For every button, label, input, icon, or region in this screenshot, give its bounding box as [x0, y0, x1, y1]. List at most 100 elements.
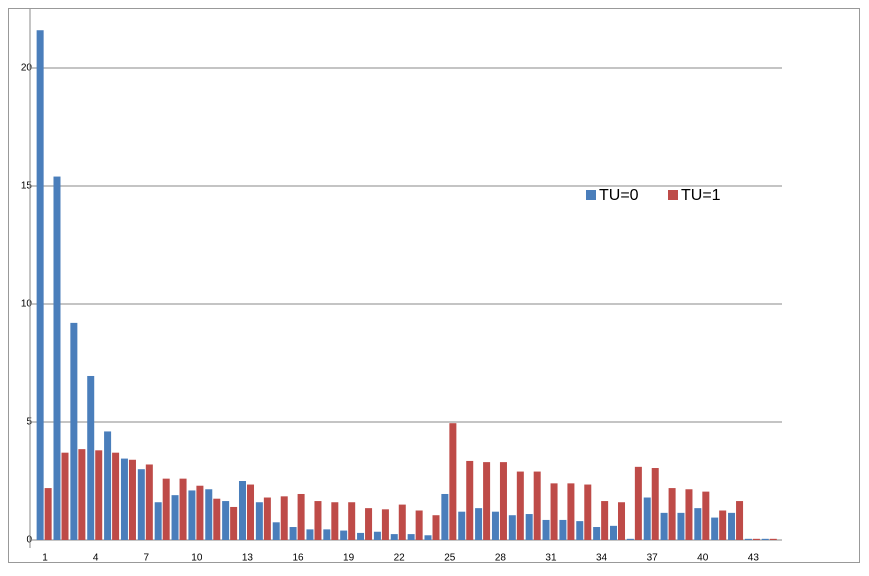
bar: [398, 504, 406, 540]
bar: [449, 423, 457, 540]
bar: [145, 464, 153, 540]
bar: [95, 450, 103, 540]
legend-swatch: [586, 190, 596, 200]
bar: [381, 509, 389, 540]
x-tick-label: 4: [93, 553, 99, 564]
x-tick-label: 22: [394, 553, 406, 564]
x-tick-label: 37: [647, 553, 659, 564]
bar: [44, 488, 52, 540]
bar: [53, 176, 61, 540]
bar: [441, 493, 449, 540]
bar: [137, 469, 145, 540]
bar: [162, 478, 170, 540]
bar: [230, 506, 238, 540]
legend-label: TU=0: [599, 187, 639, 204]
x-tick-label: 19: [343, 553, 355, 564]
bar: [78, 449, 86, 540]
bar: [508, 515, 516, 540]
bar: [205, 489, 213, 540]
bar: [685, 489, 693, 540]
bar: [550, 483, 558, 540]
bar: [525, 514, 533, 540]
bar: [280, 496, 288, 540]
bar: [255, 502, 263, 540]
bar: [348, 502, 356, 540]
bar: [179, 478, 187, 540]
bar: [415, 510, 423, 540]
bar: [752, 538, 760, 540]
bar: [238, 481, 247, 540]
bar: [323, 529, 331, 540]
bar: [222, 501, 230, 540]
bar: [576, 521, 584, 540]
bar: [475, 508, 483, 540]
bar: [711, 517, 719, 540]
bar: [424, 535, 432, 540]
bar: [70, 322, 78, 540]
bar: [601, 501, 609, 540]
bar: [154, 502, 162, 540]
bar: [365, 508, 373, 540]
bar: [390, 534, 398, 540]
bar: [247, 484, 255, 540]
x-tick-label: 34: [596, 553, 608, 564]
bar: [407, 534, 415, 540]
bar: [736, 501, 744, 540]
bar: [769, 538, 777, 540]
bar: [128, 459, 136, 540]
x-tick-label: 1: [42, 553, 48, 564]
bar: [213, 498, 221, 540]
legend-swatch: [668, 190, 678, 200]
bar: [626, 538, 634, 540]
bar: [61, 452, 69, 540]
bar: [120, 458, 128, 540]
bar: [36, 30, 44, 541]
bar: [483, 462, 491, 540]
bar: [761, 538, 769, 540]
bar: [373, 531, 381, 540]
bar: [651, 468, 659, 540]
bar: [314, 501, 322, 540]
bar: [196, 485, 204, 540]
x-tick-label: 28: [495, 553, 507, 564]
x-tick-label: 13: [242, 553, 254, 564]
x-tick-label: 16: [292, 553, 304, 564]
bar: [87, 375, 95, 540]
x-tick-label: 25: [444, 553, 456, 564]
bar: [533, 471, 541, 540]
bar: [188, 490, 196, 540]
bar: [289, 527, 297, 540]
bar: [660, 512, 668, 540]
bar: [432, 515, 440, 540]
bar: [272, 522, 280, 540]
bar: [491, 511, 499, 540]
bar: [719, 510, 727, 540]
bar: [357, 532, 365, 540]
bar: [542, 519, 550, 540]
bar: [567, 483, 575, 540]
x-tick-label: 40: [697, 553, 709, 564]
bar: [677, 512, 685, 540]
bar: [702, 491, 710, 540]
bar: [643, 497, 651, 540]
bar: [668, 488, 676, 540]
bar: [618, 502, 626, 540]
bar: [340, 530, 348, 540]
bar: [171, 495, 179, 540]
bar: [499, 462, 507, 540]
y-tick-label: 0: [26, 535, 32, 546]
bar: [466, 460, 474, 540]
bar: [263, 497, 271, 540]
y-tick-label: 10: [21, 299, 33, 310]
bar: [559, 519, 567, 540]
legend-label: TU=1: [681, 187, 721, 204]
bar: [516, 471, 524, 540]
bar: [104, 431, 112, 540]
x-tick-label: 10: [191, 553, 203, 564]
bar: [609, 525, 618, 540]
x-tick-label: 7: [143, 553, 149, 564]
y-tick-label: 15: [21, 181, 33, 192]
bar: [112, 452, 120, 540]
bar: [584, 484, 592, 540]
